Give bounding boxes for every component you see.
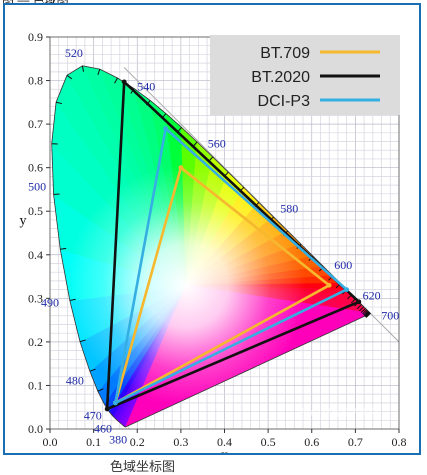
x-tick-label: 0.4: [217, 435, 232, 449]
x-tick-label: 0.7: [348, 435, 363, 449]
x-tick-label: 0.3: [173, 435, 188, 449]
wavelength-label: 490: [41, 295, 59, 309]
gamut-vertex-bt-2020: [122, 79, 127, 84]
gamut-vertex-bt-709: [178, 165, 183, 170]
wavelength-label: 560: [208, 136, 226, 150]
wavelength-label: 500: [28, 180, 46, 194]
y-tick-label: 0.2: [28, 335, 43, 349]
gamut-vertex-bt-709: [327, 283, 332, 288]
x-tick-label: 0.6: [304, 435, 319, 449]
y-tick-label: 0.5: [28, 204, 43, 218]
wavelength-label: 480: [66, 374, 84, 388]
gamut-vertex-bt-2020: [356, 299, 361, 304]
white-point-glow: [66, 166, 306, 406]
gamut-vertex-dci-p3: [344, 287, 349, 292]
y-tick-label: 0.8: [28, 74, 43, 88]
y-axis-label: y: [20, 213, 27, 228]
y-tick-label: 0.9: [28, 30, 43, 44]
wavelength-label: 580: [280, 201, 298, 215]
legend-label: DCI-P3: [258, 93, 311, 110]
x-axis-label: x: [221, 448, 228, 453]
legend-label: BT.709: [260, 45, 310, 62]
wavelength-label: 470: [84, 408, 102, 422]
y-tick-label: 0.6: [28, 161, 43, 175]
y-tick-label: 0.1: [28, 378, 43, 392]
legend: BT.709 BT.2020 DCI-P3: [210, 35, 400, 115]
wavelength-label: 600: [334, 258, 352, 272]
gamut-vertex-bt-2020: [105, 407, 110, 412]
wavelength-label: 540: [137, 80, 155, 94]
x-tick-label: 0.8: [392, 435, 407, 449]
gamut-vertex-dci-p3: [113, 400, 118, 405]
x-tick-label: 0.1: [86, 435, 101, 449]
x-tick-label: 0.2: [130, 435, 145, 449]
y-tick-label: 0.0: [28, 422, 43, 436]
y-tick-label: 0.4: [28, 248, 43, 262]
wavelength-label: 520: [65, 46, 83, 60]
novastar-watermark: NOVASTAR: [300, 405, 379, 420]
wavelength-label: 460: [94, 421, 112, 435]
gamut-vertex-dci-p3: [163, 126, 168, 131]
legend-label: BT.2020: [251, 69, 310, 86]
wavelength-label: 700: [381, 309, 399, 323]
x-tick-label: 0.5: [261, 435, 276, 449]
wavelength-label: 620: [363, 289, 381, 303]
y-tick-label: 0.7: [28, 117, 43, 131]
x-tick-label: 0.0: [43, 435, 58, 449]
